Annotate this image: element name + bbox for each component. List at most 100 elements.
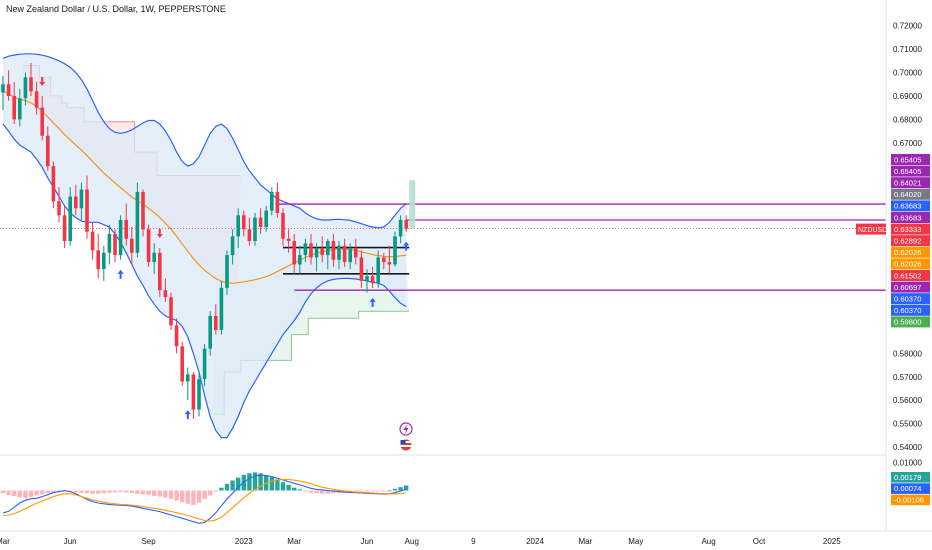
candle-body <box>275 191 280 213</box>
candle-body <box>359 257 364 281</box>
candle-body <box>309 243 313 258</box>
candle-body <box>107 234 112 253</box>
sell-arrow-icon <box>39 76 46 86</box>
price-tick-label: 0.57000 <box>893 373 922 382</box>
macd-histogram-bar <box>387 490 392 492</box>
candle-body <box>354 248 358 258</box>
candle-body <box>102 252 106 270</box>
macd-histogram-bar <box>146 490 151 495</box>
price-label-value: 0.60370 <box>894 295 921 304</box>
event-icons <box>399 422 413 452</box>
time-tick-label: Sep <box>141 537 156 546</box>
price-tick-label: 0.55000 <box>893 420 922 429</box>
macd-histogram-bar <box>364 490 370 492</box>
macd-histogram-bar <box>174 490 179 501</box>
candle-body <box>404 219 408 229</box>
candle-body <box>230 236 235 256</box>
macd-histogram-bar <box>297 489 302 491</box>
macd-value-box <box>891 494 930 506</box>
macd-histogram-bar <box>79 490 84 493</box>
macd-histogram-bar <box>258 473 263 491</box>
time-axis[interactable]: Mar Jun Sep 2023 Mar Jun Aug 9 2024 Mar May Aug Oct 2… <box>0 537 841 546</box>
price-label: 0.64020 <box>891 188 930 200</box>
candle-body <box>113 234 117 256</box>
price-label: 0.60697 <box>891 281 930 293</box>
price-label-box <box>891 188 930 200</box>
candle-body <box>12 95 16 120</box>
macd-line <box>2 474 407 524</box>
candle-body <box>174 325 179 347</box>
macd-histogram-bar <box>23 490 28 499</box>
price-label: 0.59800 <box>891 316 930 328</box>
symbol-tag-text: NZDUSD <box>858 227 887 234</box>
time-tick-label: Mar <box>579 537 593 546</box>
candle-body <box>169 297 173 326</box>
candle-body <box>326 241 330 256</box>
time-tick-label: Jun <box>361 537 374 546</box>
macd-histogram-bar <box>314 490 319 494</box>
macd-histogram-bar <box>73 490 78 493</box>
macd-histogram-bar <box>196 490 202 503</box>
time-tick-label: Mar <box>287 537 301 546</box>
macd-histogram-bar <box>17 490 22 498</box>
macd-layer <box>0 472 409 524</box>
price-label: 0.65405 <box>891 154 930 165</box>
candle-body <box>191 374 196 410</box>
candle-body <box>258 217 263 227</box>
price-label-box <box>891 165 930 177</box>
candle-body <box>281 212 285 239</box>
candle-body <box>292 241 296 265</box>
flag-canton <box>400 440 406 444</box>
time-tick-label: Jun <box>64 537 77 546</box>
time-tick-label: 2024 <box>526 537 544 546</box>
macd-value-label: 0.00074 <box>891 483 930 494</box>
price-label-value: 0.60370 <box>894 306 921 315</box>
candle-body <box>29 77 33 92</box>
symbol-tag <box>856 223 886 235</box>
price-label-box <box>891 223 930 235</box>
candle-body <box>253 217 257 242</box>
sell-arrow-icon <box>156 229 163 239</box>
candle-body <box>57 201 61 216</box>
candle-body <box>180 346 184 382</box>
macd-value-label: 0.00179 <box>891 472 930 483</box>
macd-histogram-bar <box>213 490 218 492</box>
candle-body <box>186 374 190 382</box>
candle-body <box>6 84 11 96</box>
candle-body <box>247 229 252 242</box>
candle-body <box>365 276 369 281</box>
buy-arrow-icon <box>117 269 124 279</box>
macd-histogram-bar <box>202 490 207 499</box>
candle-body <box>124 219 128 239</box>
price-label: 0.60370 <box>891 293 930 305</box>
candle-body <box>1 84 5 93</box>
price-label: 0.62026 <box>891 246 930 258</box>
candle-body <box>387 262 392 265</box>
candle-body <box>79 189 84 209</box>
price-tick-label: 0.68000 <box>893 115 922 124</box>
candle-body <box>331 241 336 260</box>
macd-histogram-bar <box>376 490 381 492</box>
bollinger-upper <box>2 53 407 229</box>
macd-histogram-bar <box>12 490 17 497</box>
candle-body <box>242 215 246 230</box>
projection-box <box>409 180 416 229</box>
candle-body <box>135 191 140 253</box>
candle-body <box>393 236 397 265</box>
price-tick-label: 0.69000 <box>893 92 922 101</box>
macd-histogram-bar <box>252 472 258 491</box>
macd-histogram-bar <box>107 490 112 493</box>
candle-body <box>96 250 100 270</box>
price-label: 0.62892 <box>891 235 930 247</box>
candle-body <box>298 255 302 265</box>
macd-histogram-bar <box>135 490 140 494</box>
price-tick-label: 0.56000 <box>893 396 922 405</box>
macd-histogram-bar <box>191 490 196 505</box>
candle-body <box>208 315 212 349</box>
candle-body <box>74 196 78 209</box>
macd-histogram-bar <box>224 483 230 491</box>
macd-histogram-bar <box>331 490 336 494</box>
macd-histogram-bar <box>359 490 364 492</box>
